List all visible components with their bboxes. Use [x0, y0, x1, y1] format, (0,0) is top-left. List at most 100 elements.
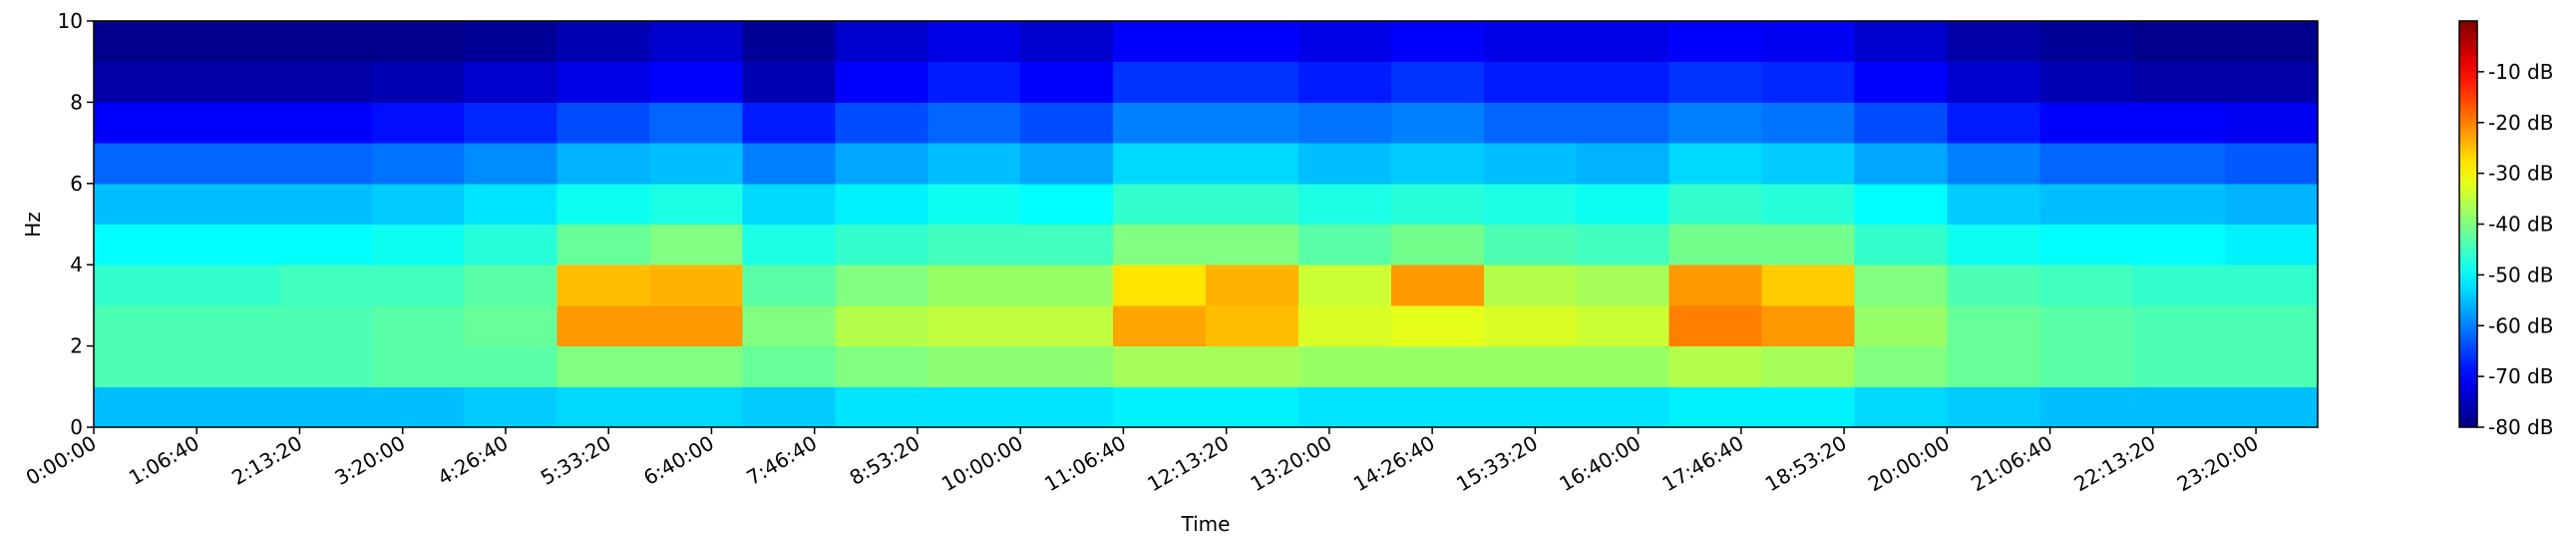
cell	[94, 304, 187, 347]
cell	[742, 224, 836, 266]
cell	[1854, 61, 1948, 103]
cell	[556, 21, 650, 63]
cell	[94, 61, 187, 103]
cell	[742, 386, 836, 428]
cell	[1206, 386, 1299, 428]
cell	[2132, 265, 2226, 306]
cell	[1576, 386, 1670, 428]
cell	[2132, 304, 2226, 347]
cell	[1020, 265, 1114, 306]
cell	[556, 304, 650, 347]
cell	[556, 345, 650, 387]
cell	[649, 102, 743, 144]
colorbar-tick-label: -60 dB	[2488, 313, 2553, 337]
cell	[371, 265, 466, 306]
x-tick-label: 2:13:20	[227, 431, 306, 490]
cell	[1113, 183, 1207, 225]
cell	[649, 345, 743, 387]
cell	[2225, 304, 2319, 347]
cell	[278, 102, 373, 144]
cell	[464, 304, 558, 347]
x-tick-label: 21:06:40	[1967, 431, 2056, 497]
cell	[649, 386, 743, 428]
cell	[1761, 304, 1855, 347]
cell	[649, 265, 743, 306]
cell	[1483, 304, 1578, 347]
cell	[371, 345, 466, 387]
cell	[742, 183, 836, 225]
cell	[927, 102, 1021, 144]
cell	[1390, 143, 1485, 185]
cell	[1576, 345, 1670, 387]
cell	[927, 386, 1021, 428]
x-tick-label: 13:20:00	[1247, 431, 1336, 497]
cell	[1576, 183, 1670, 225]
cell	[94, 386, 187, 428]
cell	[2039, 61, 2133, 103]
cell	[278, 21, 373, 63]
y-tick-label: 2	[70, 334, 83, 358]
cell	[1390, 386, 1485, 428]
cell	[1483, 183, 1578, 225]
cell	[1854, 304, 1948, 347]
cell	[1854, 224, 1948, 266]
cell	[1576, 265, 1670, 306]
colorbar-tick-label: -70 dB	[2488, 364, 2553, 388]
cell	[556, 102, 650, 144]
cell	[185, 21, 280, 63]
cell	[2225, 386, 2319, 428]
cell	[185, 143, 280, 185]
cell	[1947, 386, 2040, 428]
x-tick-label: 14:26:40	[1349, 431, 1439, 497]
cell	[1113, 102, 1207, 144]
cell	[2132, 345, 2226, 387]
cell	[1206, 345, 1299, 387]
y-tick-label: 4	[70, 253, 83, 276]
cell	[2039, 304, 2133, 347]
cell	[1947, 102, 2040, 144]
cell	[464, 224, 558, 266]
cell	[1761, 61, 1855, 103]
cell	[1761, 345, 1855, 387]
x-tick-label: 20:00:00	[1864, 431, 1954, 497]
cell	[185, 224, 280, 266]
colorbar-tick-label: -10 dB	[2488, 60, 2553, 84]
cell	[278, 143, 373, 185]
cell	[1483, 21, 1578, 63]
cell	[185, 102, 280, 144]
x-tick-label: 7:46:40	[742, 431, 821, 490]
cell	[1668, 224, 1762, 266]
cell	[1576, 304, 1670, 347]
cell	[1947, 224, 2040, 266]
cell	[1761, 143, 1855, 185]
cell	[1576, 143, 1670, 185]
cell	[1668, 386, 1762, 428]
cell	[278, 265, 373, 306]
x-tick-label: 18:53:20	[1761, 431, 1851, 497]
x-axis-label: Time	[1181, 512, 1231, 536]
cell	[1483, 61, 1578, 103]
cell	[835, 102, 928, 144]
cell	[1206, 102, 1299, 144]
colorbar-tick-label: -50 dB	[2488, 263, 2553, 286]
cell	[371, 102, 466, 144]
cell	[1113, 386, 1207, 428]
cell	[1668, 345, 1762, 387]
cell	[1206, 21, 1299, 63]
cell	[2225, 183, 2319, 225]
cell	[1668, 304, 1762, 347]
cell	[835, 265, 928, 306]
cell	[556, 143, 650, 185]
cell	[1761, 183, 1855, 225]
x-tick-label: 11:06:40	[1040, 431, 1130, 497]
cell	[1668, 102, 1762, 144]
cell	[2225, 265, 2319, 306]
cell	[1297, 21, 1392, 63]
cell	[2039, 265, 2133, 306]
cell	[1297, 224, 1392, 266]
cell	[2039, 386, 2133, 428]
cell	[742, 21, 836, 63]
cell	[1947, 61, 2040, 103]
cell	[556, 386, 650, 428]
cell	[649, 143, 743, 185]
